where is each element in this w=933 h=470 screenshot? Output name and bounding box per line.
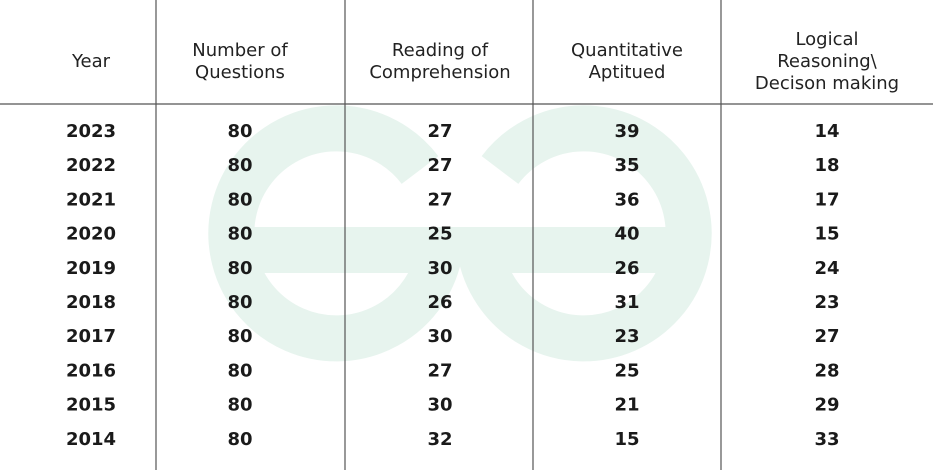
header-cell: Aptitued (589, 62, 666, 83)
cell: 2014 (66, 429, 116, 450)
cell: 80 (227, 258, 252, 279)
cell: 2017 (66, 326, 116, 347)
cell: 2018 (66, 292, 116, 313)
cell: 36 (614, 189, 639, 210)
cell: 26 (427, 292, 452, 313)
cell: 27 (427, 121, 452, 142)
cell: 80 (227, 121, 252, 142)
cell: 15 (814, 224, 839, 245)
cell: 27 (427, 360, 452, 381)
cell: 27 (427, 189, 452, 210)
header-cell: Comprehension (369, 62, 510, 83)
cell: 23 (614, 326, 639, 347)
cell: 35 (614, 155, 639, 176)
header-cell: Number of (192, 40, 288, 61)
cell: 33 (814, 429, 839, 450)
watermark (208, 105, 712, 362)
cell: 17 (814, 189, 839, 210)
cell: 21 (614, 395, 639, 416)
cell: 80 (227, 326, 252, 347)
cell: 80 (227, 292, 252, 313)
cell: 80 (227, 360, 252, 381)
cell: 15 (614, 429, 639, 450)
header-cell: Logical (795, 29, 858, 50)
cell: 80 (227, 429, 252, 450)
cell: 40 (614, 224, 639, 245)
cell: 31 (614, 292, 639, 313)
cell: 14 (814, 121, 839, 142)
header-cell: Reading of (392, 40, 489, 61)
cell: 30 (427, 395, 452, 416)
cell: 2022 (66, 155, 116, 176)
cell: 30 (427, 326, 452, 347)
cell: 39 (614, 121, 639, 142)
cell: 23 (814, 292, 839, 313)
cell: 2019 (66, 258, 116, 279)
cell: 24 (814, 258, 839, 279)
cell: 80 (227, 224, 252, 245)
cell: 26 (614, 258, 639, 279)
cell: 2020 (66, 224, 116, 245)
cell: 80 (227, 395, 252, 416)
header-cell: Questions (195, 62, 285, 83)
header-cell: Quantitative (571, 40, 683, 61)
cell: 2016 (66, 360, 116, 381)
cell: 27 (814, 326, 839, 347)
cell: 29 (814, 395, 839, 416)
cell: 27 (427, 155, 452, 176)
cell: 80 (227, 189, 252, 210)
cell: 2023 (66, 121, 116, 142)
header-cell: Year (71, 51, 111, 72)
cell: 30 (427, 258, 452, 279)
cell: 18 (814, 155, 839, 176)
cell: 32 (427, 429, 452, 450)
cell: 2021 (66, 189, 116, 210)
cell: 25 (427, 224, 452, 245)
header-cell: Reasoning\ (777, 51, 877, 72)
cell: 28 (814, 360, 839, 381)
header-cell: Decison making (755, 73, 899, 94)
cell: 2015 (66, 395, 116, 416)
cell: 80 (227, 155, 252, 176)
cell: 25 (614, 360, 639, 381)
